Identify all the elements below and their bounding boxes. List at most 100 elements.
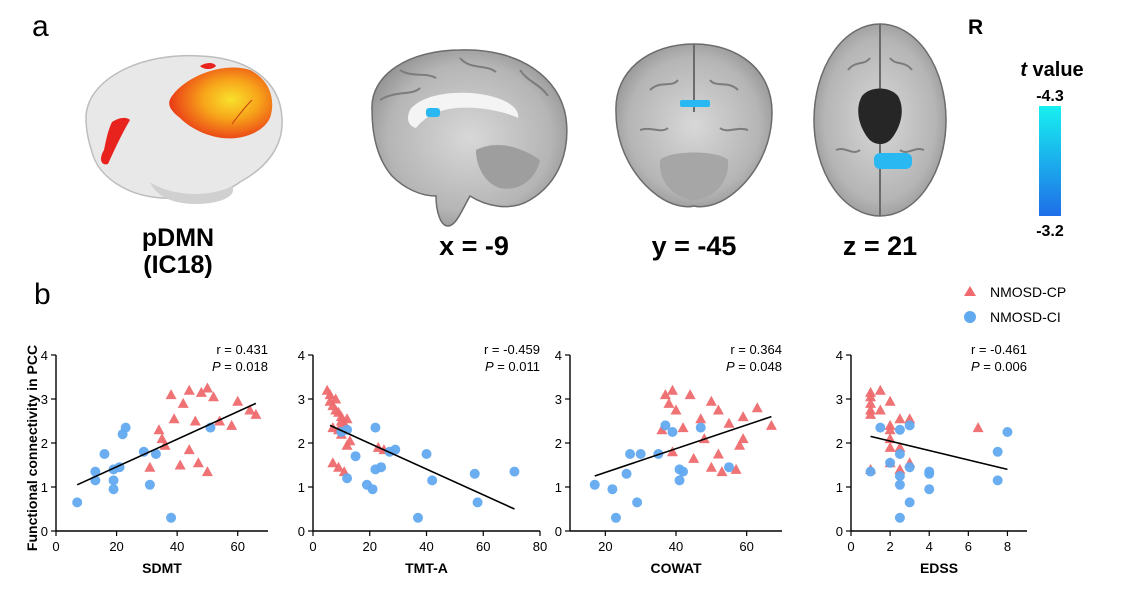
data-point-ci [412, 512, 423, 523]
data-point-cp [716, 466, 728, 477]
data-point-cp [656, 424, 668, 435]
y-tick-label: 0 [41, 524, 48, 539]
data-point-cp [865, 397, 877, 408]
data-point-ci [674, 475, 685, 486]
data-point-ci [695, 422, 706, 433]
data-point-cp [884, 424, 896, 435]
y-tick-label: 1 [41, 480, 48, 495]
data-point-ci [635, 449, 646, 459]
stat-p-label: P = 0.048 [726, 359, 782, 374]
data-point-cp [324, 389, 336, 400]
data-point-cp [705, 395, 717, 406]
activation-cluster-axial [874, 153, 912, 169]
x-axis-label: SDMT [142, 560, 182, 576]
x-tick-label: 40 [419, 539, 433, 554]
y-tick-label: 2 [298, 436, 305, 451]
stat-r-label: r = 0.364 [730, 342, 782, 357]
stat-r-label: r = 0.431 [216, 342, 268, 357]
legend-label-ci: NMOSD-CI [990, 309, 1061, 325]
x-tick-label: 2 [886, 539, 893, 554]
data-point-ci [924, 484, 935, 495]
data-point-ci [894, 471, 905, 481]
colorbar-gradient [1039, 106, 1061, 216]
y-tick-label: 4 [41, 348, 48, 363]
data-point-cp [894, 441, 906, 452]
data-point-cp [201, 382, 213, 393]
data-point-ci [427, 475, 438, 486]
activation-cluster-sagittal [426, 108, 440, 117]
y-tick-label: 2 [555, 436, 562, 451]
data-point-cp [153, 424, 165, 435]
data-point-cp [144, 461, 156, 472]
data-point-ci [894, 479, 905, 490]
data-point-ci [1002, 427, 1013, 437]
x-tick-label: 6 [965, 539, 972, 554]
data-point-cp [174, 459, 186, 470]
brain-label-line1: pDMN [142, 224, 214, 252]
data-point-cp [904, 413, 916, 424]
data-point-ci [667, 427, 678, 437]
data-point-cp [226, 419, 238, 430]
colorbar-top-label: -4.3 [1036, 88, 1064, 105]
regression-line [76, 402, 257, 486]
data-point-ci [367, 484, 378, 495]
data-point-ci [992, 446, 1003, 457]
data-point-ci [625, 449, 636, 459]
y-tick-label: 3 [298, 392, 305, 407]
data-point-cp [327, 457, 339, 468]
y-tick-label: 1 [298, 480, 305, 495]
data-point-cp [659, 389, 671, 400]
data-point-cp [865, 408, 877, 419]
data-point-cp [688, 452, 700, 463]
data-point-cp [712, 404, 724, 415]
stat-p-label: P = 0.006 [971, 359, 1027, 374]
x-axis-label: EDSS [920, 560, 958, 576]
x-tick-label: 40 [170, 539, 184, 554]
data-point-cp [865, 391, 877, 402]
data-point-ci [865, 466, 876, 477]
data-point-cp [712, 448, 724, 459]
data-point-cp [723, 417, 735, 428]
y-tick-label: 4 [298, 348, 305, 363]
data-point-cp [666, 384, 678, 395]
data-point-ci [90, 466, 101, 477]
x-tick-label: 20 [109, 539, 123, 554]
y-tick-label: 0 [555, 524, 562, 539]
x-axis-label: COWAT [650, 560, 702, 576]
data-point-cp [666, 446, 678, 457]
data-point-cp [874, 384, 886, 395]
data-point-ci [370, 422, 381, 433]
data-point-ci [894, 449, 905, 459]
data-point-ci [150, 449, 161, 459]
data-point-ci [610, 512, 621, 523]
legend: NMOSD-CP NMOSD-CI [964, 284, 1066, 325]
data-point-ci [607, 484, 618, 495]
y-tick-label: 2 [836, 436, 843, 451]
slice-label-y: y = -45 [652, 231, 737, 261]
y-axis-label: Functional connectivity in PCC [24, 345, 40, 551]
data-point-ci [108, 475, 119, 486]
data-point-ci [144, 479, 155, 490]
activation-cluster-coronal [680, 100, 710, 107]
x-tick-label: 60 [476, 539, 490, 554]
data-point-cp [884, 395, 896, 406]
data-point-ci [621, 468, 632, 479]
data-point-cp [894, 413, 906, 424]
data-point-cp [250, 408, 262, 419]
data-point-ci [589, 479, 600, 490]
x-tick-label: 4 [926, 539, 933, 554]
data-point-cp [330, 393, 342, 404]
data-point-cp [183, 384, 195, 395]
x-tick-label: 0 [52, 539, 59, 554]
panel-b-label: b [34, 278, 51, 311]
y-tick-label: 3 [41, 392, 48, 407]
data-point-ci [632, 497, 643, 508]
x-axis-label: TMT-A [405, 560, 448, 576]
data-point-ci [72, 497, 83, 508]
regression-line [329, 424, 515, 510]
data-point-ci [904, 462, 915, 473]
coronal-slice-image [615, 43, 773, 208]
legend-label-cp: NMOSD-CP [990, 284, 1066, 300]
